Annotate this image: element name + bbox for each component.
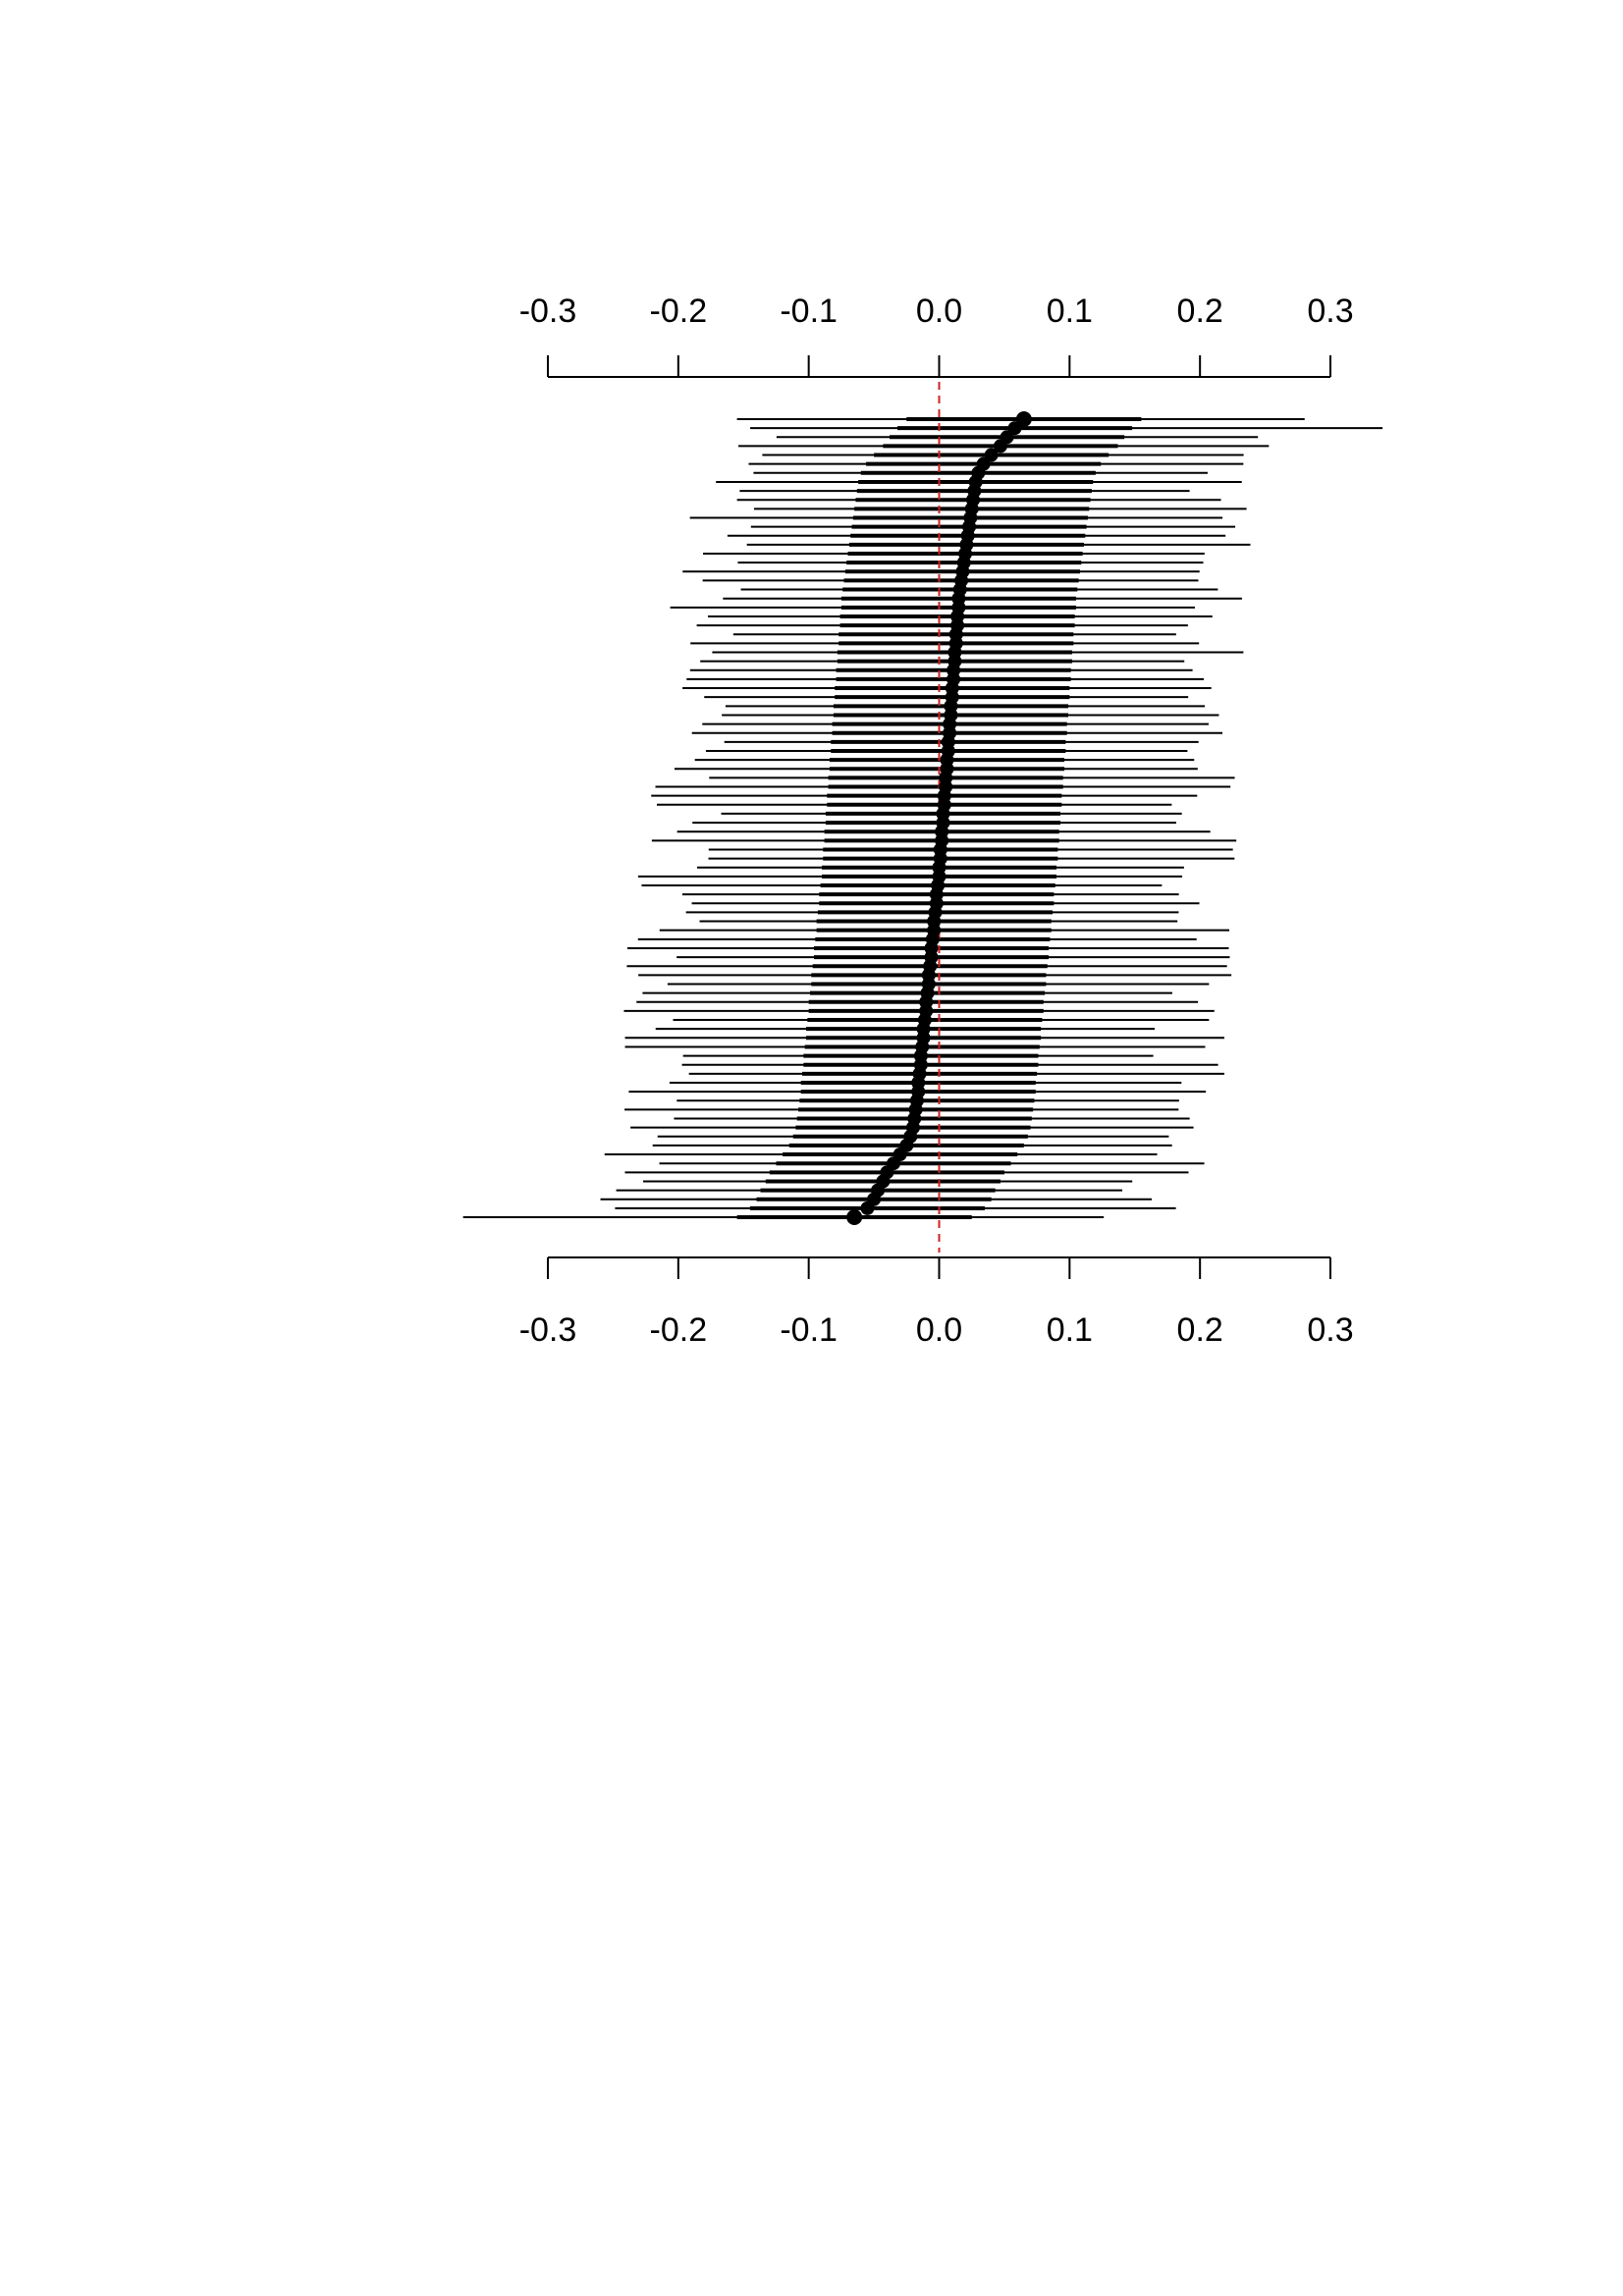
point-estimate [1007, 421, 1022, 436]
top-tick-label: 0.1 [1047, 293, 1093, 330]
bottom-tick-label: 0.3 [1307, 1311, 1353, 1349]
point-estimate [846, 1209, 863, 1225]
bottom-tick-label: 0.2 [1177, 1311, 1223, 1349]
top-tick-label: -0.2 [650, 293, 708, 330]
point-estimate [1015, 411, 1032, 427]
top-tick-label: 0.0 [916, 293, 962, 330]
top-x-axis: -0.3 -0.2 -0.1 0.0 0.1 0.2 0.3 [519, 293, 1354, 378]
bottom-x-axis: -0.3 -0.2 -0.1 0.0 0.1 0.2 0.3 [519, 1256, 1354, 1349]
bottom-tick-label: 0.0 [916, 1311, 962, 1349]
bottom-tick-label: -0.1 [780, 1311, 838, 1349]
point-estimates [846, 411, 1032, 1225]
top-tick-label: -0.1 [780, 293, 838, 330]
point-estimate [984, 448, 999, 462]
top-tick-label: -0.3 [519, 293, 577, 330]
bottom-tick-label: 0.1 [1047, 1311, 1093, 1349]
point-estimate [993, 439, 1007, 454]
bottom-tick-label: -0.2 [650, 1311, 708, 1349]
point-estimate [860, 1201, 875, 1215]
top-tick-label: 0.3 [1307, 293, 1353, 330]
top-tick-label: 0.2 [1177, 293, 1223, 330]
bottom-tick-label: -0.3 [519, 1311, 577, 1349]
